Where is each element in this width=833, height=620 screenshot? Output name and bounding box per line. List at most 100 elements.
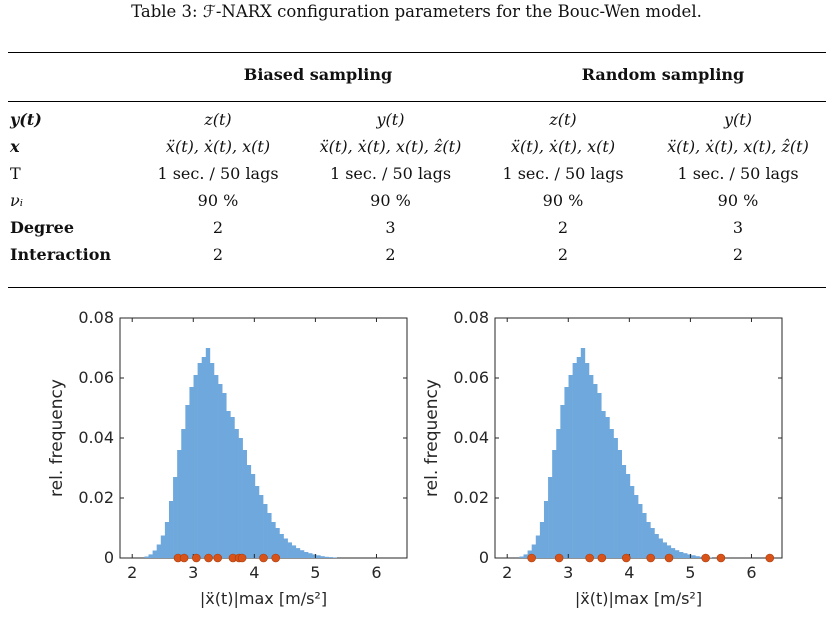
y-tick-label: 0.06 [453,368,489,387]
histogram-bar [238,438,243,558]
histogram-bar [609,429,614,558]
histogram-bar [584,363,590,558]
row-label: T [10,164,21,183]
table-caption: Table 3: ℱ-NARX configuration parameters… [131,2,702,21]
table-cell: 2 [212,245,224,264]
histogram-bar [226,411,231,558]
table-midrule [8,101,826,102]
table-cell: 90 % [197,191,239,210]
histogram-bar [580,348,586,558]
sample-marker [259,553,268,563]
histogram-bar [654,534,659,558]
sample-marker [213,553,223,563]
table-cell: y(t) [724,110,752,129]
sample-marker [192,553,201,563]
table-cell: 1 sec. / 50 lags [502,164,624,183]
histogram-bar [242,450,248,558]
table-row: x ẍ(t), ẋ(t), x(t) ẍ(t), ẋ(t), x(t), ẑ(t… [8,137,826,163]
histogram-bar [263,504,268,558]
histogram-bar [320,556,325,558]
y-axis-label: rel. frequency [422,379,442,497]
histogram-bar [246,465,252,558]
histogram-bar [629,486,635,558]
sample-marker [554,553,564,563]
sample-marker [527,553,536,563]
table-cell: 2 [732,245,744,264]
table-cell: 2 [385,245,396,264]
y-tick-label: 0.06 [78,368,114,387]
histogram-bar [332,557,338,558]
histogram-bar [177,450,182,558]
table-cell: 90 % [370,191,411,210]
histogram-bar [181,429,186,558]
table-cell: z(t) [549,110,577,129]
histogram-bar [625,474,631,558]
histogram-bar [144,556,149,558]
x-tick-label: 5 [310,563,320,582]
table-cell: 1 sec. / 50 lags [677,164,799,183]
y-tick-label: 0.08 [453,308,489,327]
table-cell: 2 [212,218,224,237]
table-row: Degree 2 3 2 3 [8,218,826,244]
row-label: y(t) [10,110,42,129]
histogram-bar [156,544,162,558]
histogram-bar [254,486,260,558]
table-cell: 3 [385,218,396,237]
histogram-bar [205,348,211,558]
y-tick-label: 0 [104,548,114,567]
x-axis-label: |ẍ(t)|max [m/s²] [200,589,327,608]
row-label: Degree [10,218,75,237]
table-row: Interaction 2 2 2 2 [8,245,826,271]
histogram-bar [617,450,623,558]
histogram-bar [213,375,219,558]
histogram-bar [568,375,573,558]
histogram-bar [328,557,333,558]
histogram-bar [218,384,223,558]
histogram-bar [271,522,276,558]
histogram-bar [691,555,696,558]
table-row: T 1 sec. / 50 lags 1 sec. / 50 lags 1 se… [8,164,826,190]
histogram-bar [519,556,524,558]
histogram-bar [535,535,541,558]
histogram-bar [287,542,293,558]
y-tick-label: 0.04 [78,428,114,447]
y-tick-label: 0 [479,548,489,567]
table-cell: ẍ(t), ẋ(t), x(t), ẑ(t) [667,137,809,156]
x-tick-label: 4 [249,563,259,582]
histogram-bar [552,450,557,558]
histogram-bar [642,513,647,558]
histogram-bar [560,405,565,558]
histogram-bar [173,477,178,558]
histogram-bar [164,522,170,558]
table-cell: ẍ(t), ẋ(t), x(t), ẑ(t) [319,137,462,156]
config-table: Biased sampling Random sampling y(t) z(t… [8,52,826,288]
histogram-bar [197,363,203,558]
histogram-bar [308,553,313,558]
histogram-bar [662,542,668,558]
histogram-bar [201,357,207,558]
sample-marker [701,553,710,563]
y-tick-label: 0.02 [78,488,114,507]
table-cell: z(t) [204,110,232,129]
histogram-bar [531,544,537,558]
histogram-bar [601,411,606,558]
histogram-bar [605,417,610,558]
group-header-random: Random sampling [581,65,745,84]
x-tick-label: 5 [685,563,695,582]
histogram-bar [148,554,153,558]
histogram-bar [674,550,680,558]
sample-marker [646,553,656,563]
table-cell: 90 % [717,191,759,210]
histogram-bar [633,495,639,558]
table-cell: 1 sec. / 50 lags [157,164,279,183]
histogram-bar [593,384,598,558]
histogram-bar [234,429,239,558]
histogram-bar [683,553,688,558]
histogram-bar [291,545,297,558]
table-row: y(t) z(t) y(t) z(t) y(t) [8,110,826,136]
histogram-bar [523,554,528,558]
histogram-bar [324,556,329,558]
x-tick-label: 2 [502,563,512,582]
group-header-biased: Biased sampling [243,65,393,84]
histogram-bar [312,554,317,558]
